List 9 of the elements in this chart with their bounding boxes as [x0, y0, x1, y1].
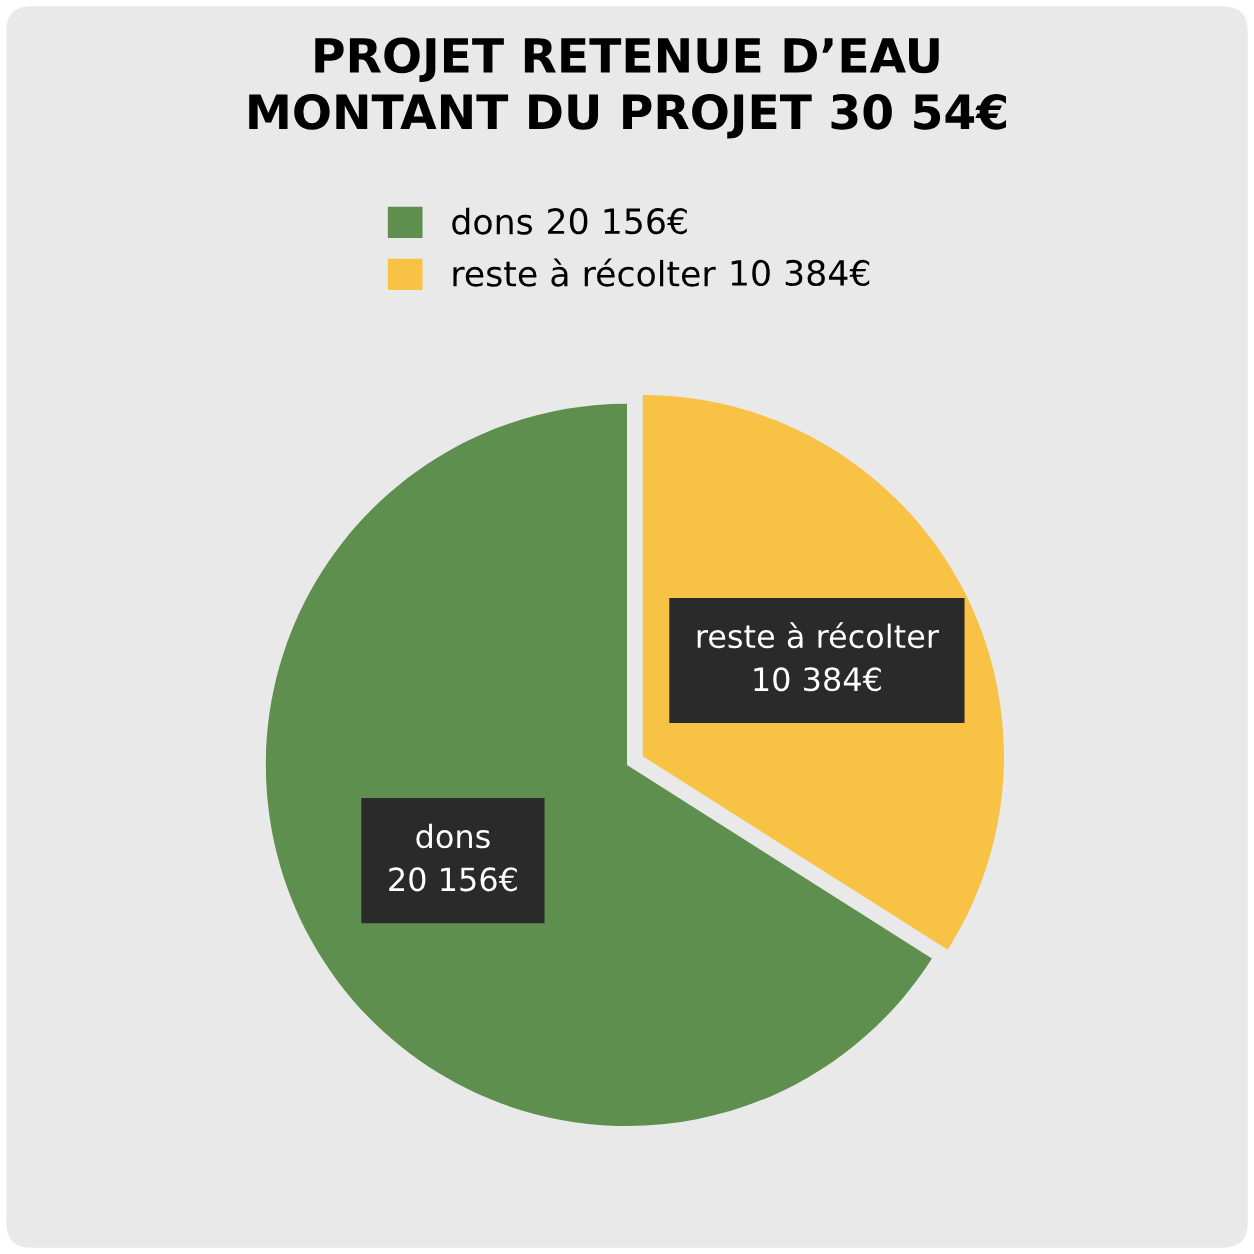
slice-label: dons: [416, 823, 490, 849]
data-label: 20 156€: [389, 867, 517, 892]
chart-title: PROJET RETENUE D’EAU MONTANT DU PROJET 30 54€: [249, 37, 1006, 139]
slice-label: reste à récolter: [697, 622, 939, 649]
data-label: 10 384€: [754, 667, 881, 692]
legend-label: dons: [452, 207, 533, 235]
text: 20 156€: [548, 208, 687, 235]
legend-label: reste à récolter: [453, 258, 716, 287]
text: 10 384€: [731, 259, 870, 287]
